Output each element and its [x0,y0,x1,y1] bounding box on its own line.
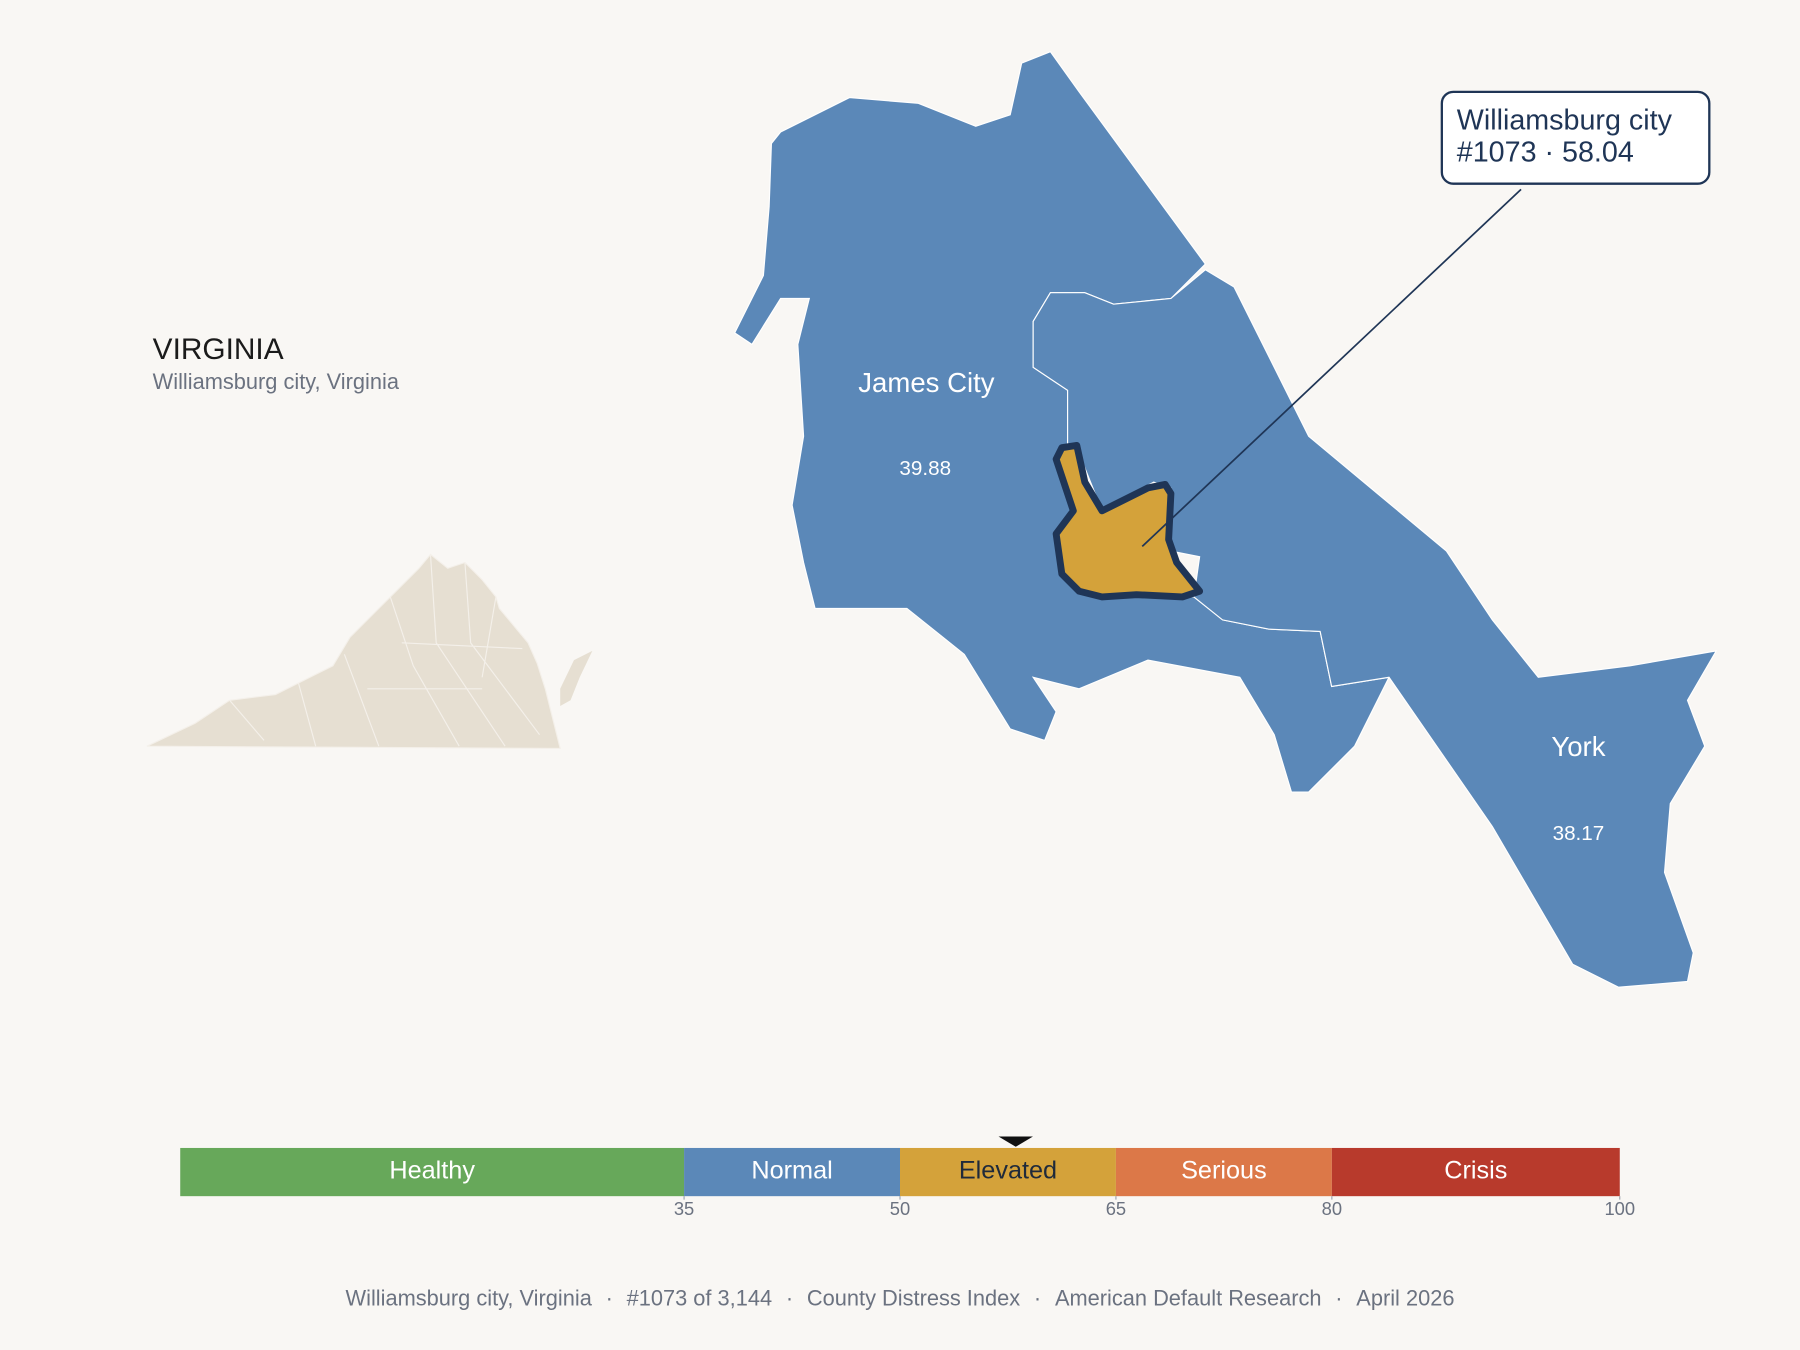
state-shape-shore [560,650,593,706]
callout-box [1440,90,1711,185]
legend-band-label: Crisis [1444,1157,1507,1185]
state-subtitle: Williamsburg city, Virginia [153,369,400,394]
state-shape [146,553,561,750]
legend-scale: Healthy Normal Elevated Serious Crisis 35 50 65… [180,1136,1635,1219]
legend-tick-label: 65 [1106,1198,1126,1219]
callout-title: Williamsburg city [1457,104,1673,136]
legend-tick-label: 50 [890,1198,910,1219]
callout-detail: #1073 · 58.04 [1457,136,1634,168]
state-title: VIRGINIA [153,333,284,366]
legend-marker [998,1136,1033,1147]
region-value: 39.88 [899,457,951,480]
footer-separator: · [786,1285,793,1310]
state-locator [146,553,593,750]
legend-band-label: Serious [1181,1157,1267,1185]
county-lines [229,554,540,747]
footer-item: American Default Research [1055,1285,1322,1310]
legend-band [180,1147,685,1197]
legend-band [684,1147,900,1197]
footer-item: April 2026 [1356,1285,1454,1310]
region-shape [1032,269,1718,988]
region-label: York [1551,731,1605,762]
region-shape-highlight [1052,441,1204,601]
footer: Williamsburg city, Virginia · #1073 of 3,1… [346,1285,1455,1310]
legend-band [1115,1147,1332,1197]
footer-separator: · [606,1285,613,1310]
legend-band [1331,1147,1620,1197]
footer-item: County Distress Index [807,1285,1020,1310]
region-value: 38.17 [1553,822,1605,845]
footer-separator: · [1034,1285,1041,1310]
legend-tick-label: 80 [1322,1198,1342,1219]
regions [733,50,1718,988]
footer-separator: · [1335,1285,1342,1310]
legend-tick-label: 35 [674,1198,694,1219]
legend-band-label: Healthy [389,1157,475,1185]
legend-band-label: Normal [751,1157,832,1185]
callout-leader [1141,188,1522,548]
legend-band-label: Elevated [959,1157,1057,1185]
footer-item: Williamsburg city, Virginia [346,1285,593,1310]
legend-band [900,1147,1116,1197]
footer-item: #1073 of 3,144 [627,1285,772,1310]
legend-tick-label: 100 [1604,1198,1635,1219]
region-label: James City [858,367,994,398]
